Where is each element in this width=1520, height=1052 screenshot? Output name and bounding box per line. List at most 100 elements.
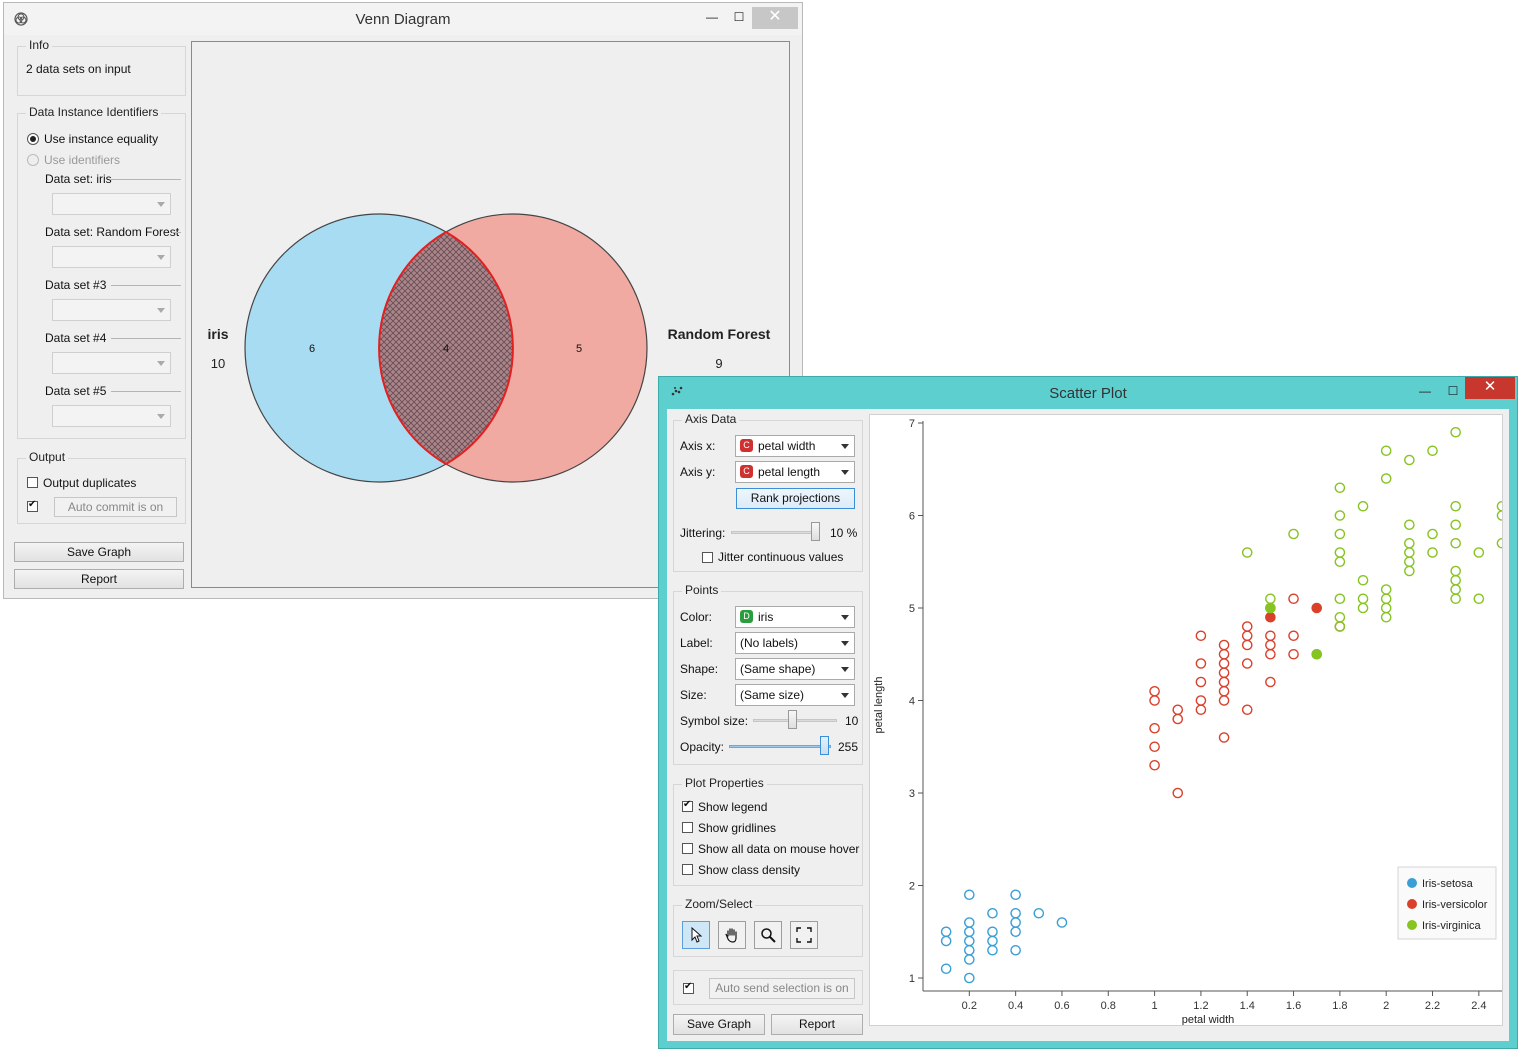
output-group: Output Output duplicates Auto commit is … xyxy=(17,450,186,524)
data-point xyxy=(1450,519,1461,531)
venn-titlebar[interactable]: Venn Diagram — ☐ ✕ xyxy=(4,3,802,35)
dataset-1-combo[interactable] xyxy=(52,193,171,215)
auto-send-checkbox[interactable] xyxy=(683,981,694,994)
axis-x-label: Axis x: xyxy=(680,439,716,453)
show-all-data-label[interactable]: Show all data on mouse hover xyxy=(698,842,860,856)
show-class-density-checkbox[interactable] xyxy=(682,864,693,875)
use-identifiers-radio[interactable] xyxy=(27,154,39,166)
venn-diagram: 6 4 5 iris 10 Random Forest 9 xyxy=(207,213,771,483)
auto-commit-checkbox[interactable] xyxy=(27,499,38,512)
data-point xyxy=(1265,630,1276,642)
venn-right-only-count: 5 xyxy=(576,343,582,355)
data-point xyxy=(1334,510,1346,521)
save-graph-button[interactable]: Save Graph xyxy=(673,1014,765,1035)
data-point xyxy=(1241,630,1253,642)
select-tool-button[interactable] xyxy=(682,921,710,949)
output-duplicates-checkbox[interactable] xyxy=(27,477,38,488)
data-point xyxy=(1404,519,1415,531)
data-point xyxy=(1380,602,1392,614)
data-point xyxy=(1380,473,1392,484)
size-value: (Same size) xyxy=(740,688,805,702)
zoom-select-group: Zoom/Select xyxy=(673,897,863,957)
dataset-3-combo[interactable] xyxy=(52,299,171,321)
data-point xyxy=(1450,593,1461,605)
use-instance-equality-radio[interactable] xyxy=(27,133,39,145)
dataset-5-combo[interactable] xyxy=(52,405,171,427)
show-class-density-label[interactable]: Show class density xyxy=(698,863,801,877)
report-button[interactable]: Report xyxy=(771,1014,863,1035)
show-gridlines-checkbox[interactable] xyxy=(682,822,693,833)
rank-projections-button[interactable]: Rank projections xyxy=(736,488,855,509)
close-button[interactable]: ✕ xyxy=(752,7,798,29)
output-duplicates-label[interactable]: Output duplicates xyxy=(43,476,137,490)
auto-send-group: Auto send selection is on xyxy=(673,970,863,1005)
use-identifiers-label[interactable]: Use identifiers xyxy=(44,153,121,167)
show-all-data-checkbox[interactable] xyxy=(682,843,693,854)
close-button[interactable]: ✕ xyxy=(1465,377,1515,399)
jittering-slider-track[interactable] xyxy=(731,531,819,534)
data-point xyxy=(1265,593,1276,605)
reset-zoom-tool-button[interactable] xyxy=(790,921,818,949)
use-instance-equality-label[interactable]: Use instance equality xyxy=(44,132,159,146)
shape-value: (Same shape) xyxy=(740,662,816,676)
auto-send-button[interactable]: Auto send selection is on xyxy=(709,978,855,999)
minimize-button[interactable]: — xyxy=(706,10,718,24)
plot-properties-group-label: Plot Properties xyxy=(682,776,767,790)
y-tick-label: 3 xyxy=(909,788,915,800)
report-button[interactable]: Report xyxy=(14,569,184,589)
symbol-size-slider-handle[interactable] xyxy=(788,710,797,729)
data-point xyxy=(964,954,975,965)
info-group-label: Info xyxy=(26,38,53,52)
scatter-plot-area[interactable]: 0.2 0.4 0.6 0.8 1 1.2 1.4 1.6 1.8 2 2.2 2.4 1 2 3 4 5 6 7 p… xyxy=(869,414,1503,1026)
select-icon xyxy=(691,927,703,943)
pan-icon xyxy=(725,928,737,943)
maximize-button[interactable]: ☐ xyxy=(733,10,745,24)
jitter-continuous-label[interactable]: Jitter continuous values xyxy=(718,550,844,564)
dataset-1-label: Data set: iris xyxy=(45,172,112,186)
dataset-2-combo[interactable] xyxy=(52,246,171,268)
maximize-button[interactable]: ☐ xyxy=(1447,384,1459,398)
jitter-continuous-checkbox[interactable] xyxy=(702,552,713,563)
x-tick-label: 1.2 xyxy=(1193,1000,1208,1012)
minimize-button[interactable]: — xyxy=(1419,384,1431,398)
opacity-slider-track[interactable] xyxy=(729,745,831,748)
data-point xyxy=(1450,426,1461,438)
zoom-tool-button[interactable] xyxy=(754,921,782,949)
save-graph-button[interactable]: Save Graph xyxy=(14,542,184,562)
venn-intersection[interactable] xyxy=(379,214,647,482)
data-point xyxy=(1380,593,1392,605)
x-tick-label: 0.8 xyxy=(1101,1000,1116,1012)
show-legend-label[interactable]: Show legend xyxy=(698,800,768,814)
data-point xyxy=(964,889,975,901)
pan-tool-button[interactable] xyxy=(718,921,746,949)
auto-commit-button[interactable]: Auto commit is on xyxy=(54,497,177,517)
dataset-4-combo[interactable] xyxy=(52,352,171,374)
show-legend-checkbox[interactable] xyxy=(682,799,693,812)
data-point xyxy=(1404,547,1415,558)
data-point xyxy=(1033,907,1045,919)
info-text: 2 data sets on input xyxy=(26,62,131,76)
data-point xyxy=(1334,611,1346,623)
show-gridlines-label[interactable]: Show gridlines xyxy=(698,821,777,835)
data-point xyxy=(1288,593,1299,605)
jittering-slider-handle[interactable] xyxy=(811,522,820,541)
data-point xyxy=(1496,510,1502,521)
venn-window: Venn Diagram — ☐ ✕ Info 2 data sets on i… xyxy=(3,2,803,599)
shape-combo[interactable]: (Same shape) xyxy=(735,658,855,680)
dataset-5-label: Data set #5 xyxy=(45,384,107,398)
data-point xyxy=(1288,648,1299,660)
selected-data-point xyxy=(1265,602,1276,614)
label-combo[interactable]: (No labels) xyxy=(735,632,855,654)
data-point xyxy=(1010,889,1021,901)
dataset-3-label: Data set #3 xyxy=(45,278,107,292)
dataset-2-label: Data set: Random Forest xyxy=(45,225,180,239)
data-point xyxy=(964,926,975,938)
scatter-titlebar[interactable]: Scatter Plot — ☐ ✕ xyxy=(659,377,1517,409)
size-combo[interactable]: (Same size) xyxy=(735,684,855,706)
identifiers-group-label: Data Instance Identifiers xyxy=(26,105,162,119)
opacity-slider-handle[interactable] xyxy=(820,736,829,755)
